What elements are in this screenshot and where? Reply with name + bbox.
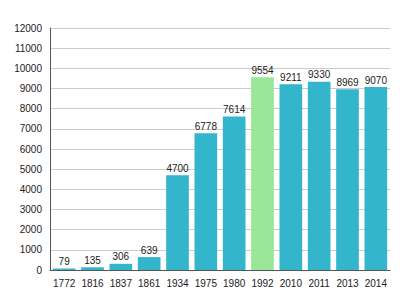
- svg-text:2000: 2000: [20, 224, 43, 235]
- svg-text:3000: 3000: [20, 204, 43, 215]
- svg-text:2013: 2013: [336, 278, 359, 289]
- svg-text:1816: 1816: [81, 278, 104, 289]
- svg-text:9554: 9554: [251, 65, 274, 76]
- svg-text:10000: 10000: [14, 63, 42, 74]
- svg-text:9070: 9070: [365, 75, 388, 86]
- svg-text:1980: 1980: [223, 278, 246, 289]
- svg-text:135: 135: [84, 255, 101, 266]
- svg-text:79: 79: [59, 256, 71, 267]
- svg-text:9330: 9330: [308, 69, 331, 80]
- svg-text:6000: 6000: [20, 144, 43, 155]
- svg-text:1992: 1992: [251, 278, 274, 289]
- svg-text:6778: 6778: [195, 121, 218, 132]
- svg-text:2014: 2014: [365, 278, 388, 289]
- svg-text:0: 0: [36, 265, 42, 276]
- svg-text:12000: 12000: [14, 23, 42, 34]
- svg-text:5000: 5000: [20, 164, 43, 175]
- svg-text:2010: 2010: [280, 278, 303, 289]
- svg-text:1861: 1861: [138, 278, 161, 289]
- svg-text:4700: 4700: [166, 163, 189, 174]
- svg-text:8000: 8000: [20, 103, 43, 114]
- svg-text:9000: 9000: [20, 83, 43, 94]
- svg-text:2011: 2011: [308, 278, 330, 289]
- svg-text:1837: 1837: [110, 278, 133, 289]
- svg-text:1934: 1934: [166, 278, 189, 289]
- svg-text:639: 639: [141, 245, 158, 256]
- svg-text:11000: 11000: [15, 43, 43, 54]
- svg-text:7000: 7000: [20, 123, 43, 134]
- svg-text:306: 306: [112, 251, 129, 262]
- svg-text:9211: 9211: [280, 72, 302, 83]
- svg-text:1975: 1975: [195, 278, 218, 289]
- svg-text:8969: 8969: [336, 77, 359, 88]
- svg-text:7614: 7614: [223, 104, 246, 115]
- svg-text:1772: 1772: [53, 278, 76, 289]
- svg-text:4000: 4000: [20, 184, 43, 195]
- svg-text:1000: 1000: [20, 244, 43, 255]
